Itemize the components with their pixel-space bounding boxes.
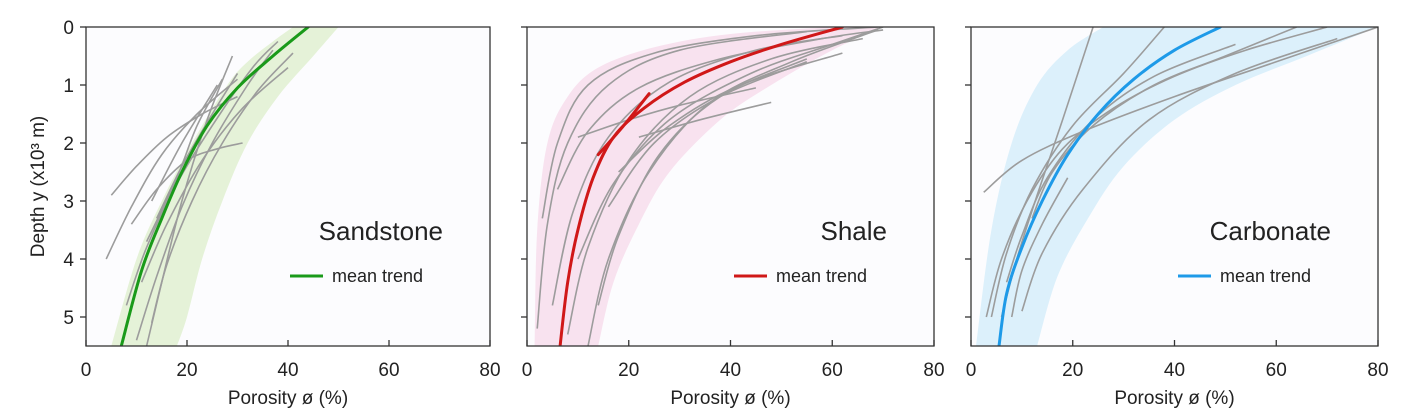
sandstone-y-tick-label: 4 <box>63 250 74 271</box>
shale-sample-curve <box>556 29 884 190</box>
sandstone-mean-trend-line <box>119 27 310 346</box>
sandstone-x-tick-label: 20 <box>176 360 197 381</box>
carbonate-x-tick-label: 80 <box>1367 360 1388 381</box>
sandstone-y-tick-label: 3 <box>63 192 74 213</box>
sandstone-sample-curve <box>140 67 289 283</box>
shale-sample-curve <box>607 61 808 208</box>
sandstone-x-tick-label: 80 <box>479 360 500 381</box>
shale-x-tick-label: 40 <box>720 360 741 381</box>
sandstone-sample-curve <box>150 84 218 202</box>
carbonate-sample-curve <box>1005 43 1236 283</box>
sandstone-x-tick-label: 0 <box>81 360 92 381</box>
sandstone-sample-curve <box>125 40 279 306</box>
carbonate-sample-curve <box>985 27 1328 318</box>
carbonate-x-tick-label: 60 <box>1266 360 1287 381</box>
shale-sample-curve <box>536 30 807 329</box>
sandstone-x-axis-title: Porosity ø (%) <box>228 388 348 409</box>
carbonate-sample-curve <box>1010 177 1069 318</box>
carbonate-mean-trend-line <box>997 27 1222 346</box>
shale-sample-curve <box>577 87 757 138</box>
sandstone-envelope-band <box>111 27 339 346</box>
shale-x-axis-title: Porosity ø (%) <box>670 388 790 409</box>
sandstone-legend-label: mean trend <box>332 266 423 286</box>
carbonate-x-tick-label: 0 <box>966 360 977 381</box>
carbonate-panel-title: Carbonate <box>1210 216 1331 246</box>
shale-legend-label: mean trend <box>776 266 867 286</box>
shale-sample-curve <box>587 29 879 346</box>
shale-sample-curve <box>577 27 884 260</box>
sandstone-sample-curve <box>150 52 294 323</box>
shale-x-tick-label: 80 <box>923 360 944 381</box>
sandstone-sample-curve <box>145 78 224 242</box>
sandstone-x-tick-label: 40 <box>277 360 298 381</box>
shale-sample-curve <box>566 37 863 335</box>
shale-x-tick-label: 60 <box>822 360 843 381</box>
shale-envelope-band <box>534 27 884 346</box>
sandstone-sample-curve <box>110 95 238 196</box>
sandstone-y-axis-title: Depth y (x10³ m) <box>28 116 49 257</box>
sandstone-sample-curve <box>155 72 239 219</box>
carbonate-legend-label: mean trend <box>1220 266 1311 286</box>
sandstone-x-tick-label: 60 <box>378 360 399 381</box>
sandstone-panel: 0 20 40 60 80 0 1 2 3 4 5 Porosity ø (%) Depth y (x1… <box>28 18 501 409</box>
carbonate-x-axis-title: Porosity ø (%) <box>1114 388 1234 409</box>
shale-sample-curve <box>541 27 879 219</box>
sandstone-y-tick-label: 1 <box>63 76 74 97</box>
shale-sample-curve <box>638 101 772 138</box>
carbonate-panel: 0 20 40 60 80 Porosity ø (%) Carbonate mean tre… <box>965 26 1389 409</box>
carbonate-sample-curve <box>983 27 1378 193</box>
carbonate-sample-curve <box>1021 37 1338 312</box>
carbonate-sample-curve <box>1031 27 1297 219</box>
shale-trend-segment <box>596 92 651 157</box>
shale-panel-title: Shale <box>821 216 888 246</box>
carbonate-x-tick-label: 20 <box>1062 360 1083 381</box>
sandstone-y-tick-label: 0 <box>63 18 74 39</box>
shale-sample-curve <box>618 52 843 173</box>
sandstone-panel-title: Sandstone <box>319 216 443 246</box>
sandstone-sample-curve <box>135 49 274 341</box>
carbonate-envelope-band <box>976 27 1378 346</box>
shale-x-tick-label: 0 <box>522 360 533 381</box>
shale-sample-curve <box>551 34 843 306</box>
sandstone-y-tick-label: 2 <box>63 134 74 155</box>
shale-x-tick-label: 20 <box>618 360 639 381</box>
carbonate-x-tick-label: 40 <box>1164 360 1185 381</box>
shale-panel: 0 20 40 60 80 Porosity ø (%) Shale mean trend <box>521 26 945 409</box>
sandstone-y-tick-label: 5 <box>63 308 74 329</box>
